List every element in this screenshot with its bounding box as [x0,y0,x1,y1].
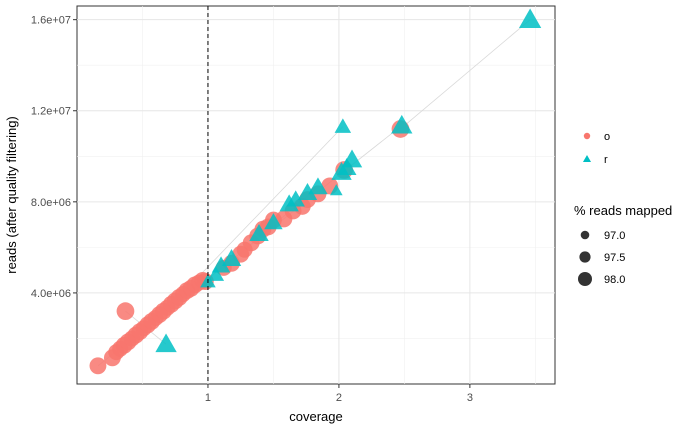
size-legend-label: 97.5 [604,252,625,264]
point-o [89,357,107,375]
size-legend-label: 98.0 [604,274,625,286]
x-tick-label: 1 [205,392,211,404]
size-legend-label: 97.0 [604,230,625,242]
size-legend-key [580,230,590,240]
y-tick-label: 1.6e+07 [31,15,71,27]
y-tick-label: 8.0e+06 [31,197,71,209]
legend-label-r: r [604,154,608,166]
connector-line [400,19,531,130]
size-legend-key [579,251,591,263]
point-r [207,266,225,281]
point-r [329,184,343,196]
legend-key-o [583,132,591,140]
point-r [308,177,328,195]
point-r [155,333,177,353]
point-r [391,114,413,134]
point-r [286,190,305,207]
y-tick-label: 4.0e+06 [31,288,71,300]
point-r [264,213,283,230]
point-r [518,8,542,29]
y-tick-label: 1.2e+07 [31,106,71,118]
x-tick-label: 2 [336,392,342,404]
connector-line [174,126,344,302]
point-r [297,183,318,201]
point-r [221,249,242,267]
size-legend-title: % reads mapped [574,203,672,218]
point-r [249,224,269,241]
legend-key-r [582,154,592,163]
point-r [334,118,352,133]
legend-label-o: o [604,131,610,143]
y-axis-title: reads (after quality filtering) [4,116,19,274]
x-tick-label: 3 [467,392,473,404]
point-r [341,149,363,168]
legend: % reads mapped or 97.0 97.5 98.0 [574,131,672,286]
point-r [211,256,231,273]
size-legend-key [578,272,592,286]
x-axis-title: coverage [289,409,342,424]
data-points [89,8,542,375]
axes: 1 2 3 4.0e+06 8.0e+06 1.2e+07 1.6e+07 [31,15,473,404]
point-o [116,302,135,320]
